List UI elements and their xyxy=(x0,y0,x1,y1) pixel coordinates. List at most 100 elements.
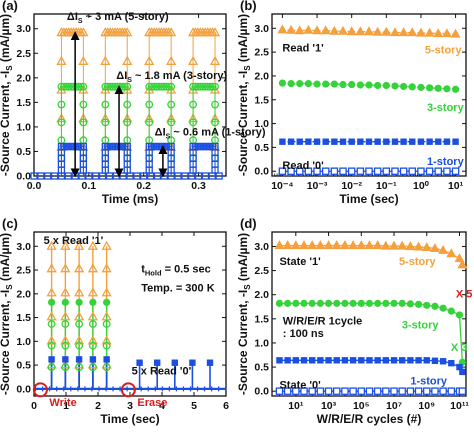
data-point xyxy=(341,387,349,395)
data-point xyxy=(373,167,382,175)
y-tick-label: 2.5 xyxy=(16,48,31,60)
data-point xyxy=(382,387,390,395)
data-point xyxy=(88,320,97,328)
data-point xyxy=(157,82,166,91)
data-point xyxy=(287,138,295,145)
data-point xyxy=(57,118,66,127)
data-point xyxy=(417,167,425,175)
data-point xyxy=(60,335,71,345)
data-point xyxy=(366,357,373,364)
data-point xyxy=(295,167,304,175)
data-point xyxy=(320,25,331,35)
data-point xyxy=(330,167,339,175)
data-point xyxy=(278,167,287,175)
data-point xyxy=(455,311,464,319)
event-label: Erase xyxy=(137,397,167,409)
data-point xyxy=(189,100,198,109)
data-point xyxy=(275,299,284,307)
data-point xyxy=(198,82,207,91)
data-point xyxy=(304,167,313,175)
data-point xyxy=(399,167,408,175)
series-3-story xyxy=(275,299,466,366)
data-point xyxy=(62,356,69,363)
data-point xyxy=(424,27,435,37)
data-point xyxy=(438,245,449,254)
data-point xyxy=(211,82,219,91)
data-point xyxy=(417,138,425,145)
data-point xyxy=(338,25,348,35)
data-point xyxy=(287,79,295,88)
y-tick-label: 1.0 xyxy=(254,118,269,130)
data-point xyxy=(87,240,98,250)
data-point xyxy=(382,299,390,307)
data-point xyxy=(203,82,212,91)
data-point xyxy=(196,82,205,91)
data-point xyxy=(145,148,153,157)
data-point xyxy=(61,320,70,328)
event-circle xyxy=(120,382,136,398)
data-point xyxy=(331,138,338,145)
data-point xyxy=(333,357,340,364)
data-point xyxy=(399,357,406,364)
y-axis-title: -Source Current, -IS (mA/µm) xyxy=(0,233,14,395)
data-point xyxy=(323,240,334,250)
data-point xyxy=(365,81,373,89)
data-point xyxy=(46,311,57,321)
data-point xyxy=(103,82,112,91)
data-point xyxy=(330,80,338,88)
data-point xyxy=(381,26,392,36)
data-point xyxy=(374,357,381,364)
data-point xyxy=(321,167,330,175)
data-point xyxy=(47,363,56,372)
data-point xyxy=(44,172,52,180)
data-point xyxy=(206,359,214,366)
panel-d: 0.0 0.5 1.0 1.5 2.0 2.5 3.0 10¹ 10³ 10⁵ 10⁷ 10⁹ 10¹¹… xyxy=(236,216,472,426)
data-point xyxy=(189,148,197,157)
data-point xyxy=(57,172,66,180)
y-axis-title: -Source Current, -IS (mA/µm) xyxy=(0,14,14,176)
y-tick-label: 2.0 xyxy=(16,288,31,300)
data-point xyxy=(382,81,390,90)
data-point xyxy=(414,387,423,395)
data-point xyxy=(140,172,148,180)
series-label: X 5 xyxy=(456,289,473,301)
data-point xyxy=(87,311,98,321)
data-point xyxy=(162,82,171,91)
x-tick-label: 0.1 xyxy=(82,180,97,192)
data-point xyxy=(123,148,131,157)
y-tick-label: 2.5 xyxy=(254,265,269,277)
series-label: Read '1' xyxy=(282,42,324,54)
y-tick-label: 2.0 xyxy=(254,70,269,82)
series-5-story xyxy=(277,24,461,38)
y-tick-label: 0.0 xyxy=(16,171,31,183)
data-point xyxy=(167,172,175,180)
data-point xyxy=(167,82,176,91)
data-point xyxy=(152,82,161,91)
data-point xyxy=(211,118,219,127)
data-point xyxy=(61,298,69,306)
data-point xyxy=(78,55,89,65)
data-point xyxy=(407,27,418,37)
data-point xyxy=(339,80,347,89)
series-3-story xyxy=(278,79,460,93)
x-tick-label: 0.2 xyxy=(136,180,151,192)
data-point xyxy=(439,387,447,395)
data-point xyxy=(60,240,71,250)
data-point xyxy=(457,259,468,269)
data-point xyxy=(348,138,355,145)
y-tick-label: 2.5 xyxy=(254,47,269,59)
data-point xyxy=(356,240,367,250)
x-tick-label: 0.0 xyxy=(27,180,42,192)
data-point xyxy=(400,82,408,91)
data-point xyxy=(101,100,110,109)
data-point xyxy=(348,80,356,89)
data-point xyxy=(296,79,304,88)
data-point xyxy=(209,27,221,37)
x-tick-label: 10¹¹ xyxy=(450,400,469,412)
series-1-story xyxy=(276,357,466,376)
data-point xyxy=(164,82,173,91)
data-point xyxy=(397,240,408,250)
data-point xyxy=(358,357,365,364)
data-point xyxy=(215,172,223,180)
data-point xyxy=(300,299,308,307)
